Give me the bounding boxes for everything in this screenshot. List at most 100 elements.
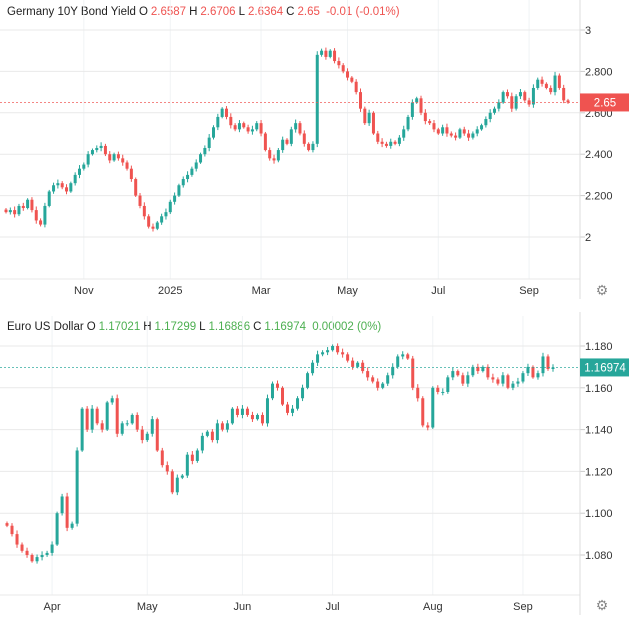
candle-body bbox=[397, 137, 401, 144]
candle-body bbox=[224, 108, 228, 117]
candle-body bbox=[34, 210, 38, 221]
candle-body bbox=[354, 81, 358, 93]
candle-body bbox=[286, 404, 290, 413]
candle-body bbox=[13, 210, 17, 215]
candle-body bbox=[449, 133, 453, 136]
bund-yield-chart[interactable]: Nov 2025 Mar May Jul Sep32.8002.6002.4002.200… bbox=[0, 0, 629, 300]
candle-body bbox=[371, 377, 375, 382]
x-tick-label: May bbox=[337, 285, 358, 297]
last-price-label: 1.16974 bbox=[584, 362, 626, 374]
candle-body bbox=[518, 92, 522, 97]
candle-body bbox=[121, 158, 125, 163]
candle-body bbox=[237, 123, 241, 130]
candle-body bbox=[5, 523, 9, 526]
candle-body bbox=[39, 220, 43, 225]
candle-body bbox=[320, 50, 324, 55]
candle-body bbox=[170, 471, 174, 493]
eurusd-title: Euro US Dollar bbox=[7, 321, 84, 333]
candle-body bbox=[337, 61, 341, 66]
candle-body bbox=[85, 408, 89, 430]
candle-body bbox=[298, 123, 302, 134]
candle-body bbox=[436, 387, 440, 392]
close-value: 1.16974 bbox=[264, 321, 306, 333]
candle-body bbox=[70, 523, 74, 528]
candle-body bbox=[391, 366, 395, 376]
candle-body bbox=[454, 135, 458, 138]
candle-body bbox=[263, 133, 267, 151]
close-label: C bbox=[286, 6, 295, 18]
candle-body bbox=[130, 414, 134, 424]
candle-body bbox=[270, 383, 274, 399]
candle-body bbox=[77, 168, 81, 175]
candle-body bbox=[531, 366, 535, 378]
candle-body bbox=[311, 143, 315, 151]
candle-body bbox=[272, 158, 276, 161]
candle-body bbox=[436, 129, 440, 134]
settings-gear-icon[interactable]: ⚙ bbox=[595, 282, 609, 298]
candle-body bbox=[21, 205, 25, 209]
candle-body bbox=[341, 352, 345, 355]
candle-body bbox=[125, 423, 129, 425]
candle-body bbox=[458, 129, 462, 138]
settings-gear-icon[interactable]: ⚙ bbox=[595, 597, 609, 613]
candle-body bbox=[110, 398, 114, 403]
candle-body bbox=[199, 154, 203, 163]
candle-body bbox=[486, 366, 490, 378]
candle-body bbox=[250, 129, 254, 132]
low-label: L bbox=[238, 6, 245, 18]
candle-body bbox=[276, 150, 280, 161]
candle-body bbox=[281, 139, 285, 151]
candle-body bbox=[481, 366, 485, 372]
x-tick-label: 2025 bbox=[158, 285, 182, 297]
candle-body bbox=[200, 435, 204, 451]
candle-body bbox=[421, 398, 425, 426]
candle-body bbox=[100, 423, 104, 430]
candle-body bbox=[446, 377, 450, 392]
candle-body bbox=[311, 362, 315, 374]
x-tick-label: Apr bbox=[44, 601, 61, 613]
candle-body bbox=[551, 367, 555, 369]
candle-body bbox=[56, 183, 60, 186]
y-tick-label: 2.200 bbox=[585, 191, 613, 203]
candle-body bbox=[35, 557, 39, 562]
candle-body bbox=[255, 414, 259, 420]
high-value: 2.6706 bbox=[200, 6, 236, 18]
x-tick-label: May bbox=[137, 601, 158, 613]
candle-body bbox=[173, 195, 177, 202]
candle-body bbox=[316, 354, 320, 363]
candle-body bbox=[411, 358, 415, 388]
candle-body bbox=[461, 375, 465, 384]
candle-body bbox=[120, 423, 124, 434]
candle-body bbox=[350, 77, 354, 82]
candle-body bbox=[324, 50, 328, 57]
candle-body bbox=[135, 414, 139, 430]
change-value: -0.01 (-0.01%) bbox=[326, 6, 400, 18]
candle-body bbox=[475, 129, 479, 134]
candle-body bbox=[75, 450, 79, 524]
open-label: O bbox=[86, 321, 96, 333]
candle-body bbox=[401, 354, 405, 357]
candle-body bbox=[302, 133, 306, 144]
candle-body bbox=[506, 375, 510, 388]
candle-body bbox=[321, 352, 325, 355]
candle-body bbox=[229, 116, 233, 126]
y-tick-label: 1.100 bbox=[585, 508, 613, 520]
candle-body bbox=[393, 141, 397, 144]
candle-body bbox=[536, 79, 540, 88]
candle-body bbox=[20, 544, 24, 551]
change-value: 0.00002 (0%) bbox=[312, 321, 382, 333]
bund-title: Germany 10Y Bond Yield bbox=[7, 6, 136, 18]
candle-body bbox=[129, 168, 133, 180]
candle-body bbox=[250, 414, 254, 420]
y-tick-label: 2 bbox=[585, 232, 591, 244]
y-tick-label: 3 bbox=[585, 25, 591, 37]
candle-body bbox=[540, 79, 544, 84]
candle-body bbox=[291, 408, 295, 413]
candle-body bbox=[294, 123, 298, 130]
candle-body bbox=[142, 205, 146, 217]
candle-body bbox=[402, 129, 406, 138]
candle-body bbox=[306, 373, 310, 388]
eurusd-chart[interactable]: Apr May Jun Jul Aug Sep 1.180 1.160 1.140 1.120 1.… bbox=[0, 312, 629, 632]
candle-body bbox=[380, 141, 384, 144]
candle-body bbox=[260, 414, 264, 424]
